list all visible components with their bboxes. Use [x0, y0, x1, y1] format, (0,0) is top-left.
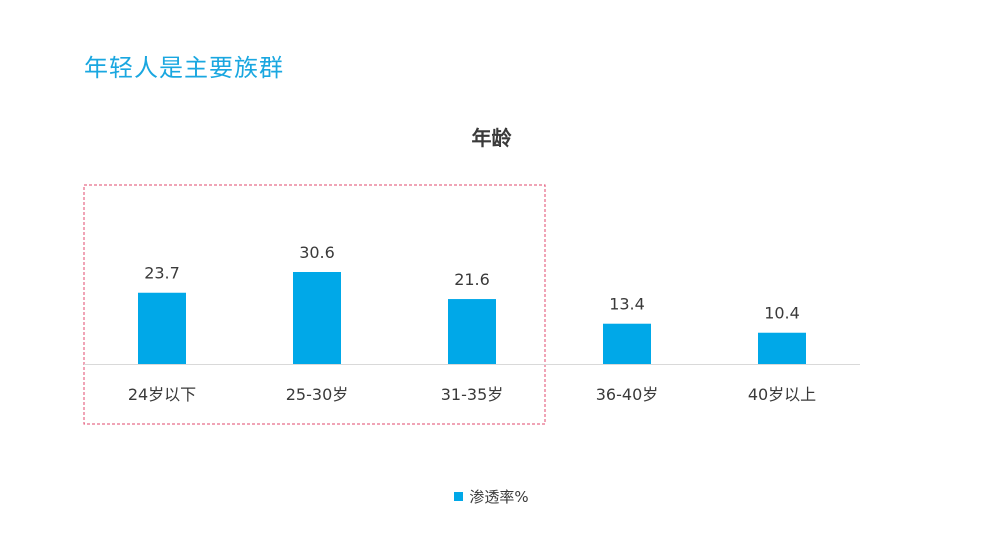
bar-value-label: 30.6 [299, 243, 335, 262]
legend-label: 渗透率% [469, 488, 529, 506]
page-title: 年轻人是主要族群 [84, 54, 284, 82]
x-tick-label: 31-35岁 [441, 385, 504, 404]
bar-value-label: 13.4 [609, 295, 645, 314]
bar-value-label: 10.4 [764, 304, 800, 323]
bar [293, 272, 341, 364]
bar-value-label: 23.7 [144, 264, 180, 283]
chart-legend: 渗透率% [0, 486, 983, 507]
bar [138, 292, 186, 364]
bar [448, 299, 496, 364]
x-tick-label: 24岁以下 [128, 385, 196, 404]
bar [758, 332, 806, 364]
x-tick-label: 25-30岁 [286, 385, 349, 404]
x-tick-label: 36-40岁 [596, 385, 659, 404]
x-tick-label: 40岁以上 [748, 385, 816, 404]
bar-value-label: 21.6 [454, 270, 490, 289]
chart-title: 年龄 [471, 126, 512, 150]
legend-swatch [454, 492, 464, 501]
bar [603, 323, 651, 364]
highlight-box [83, 184, 546, 425]
